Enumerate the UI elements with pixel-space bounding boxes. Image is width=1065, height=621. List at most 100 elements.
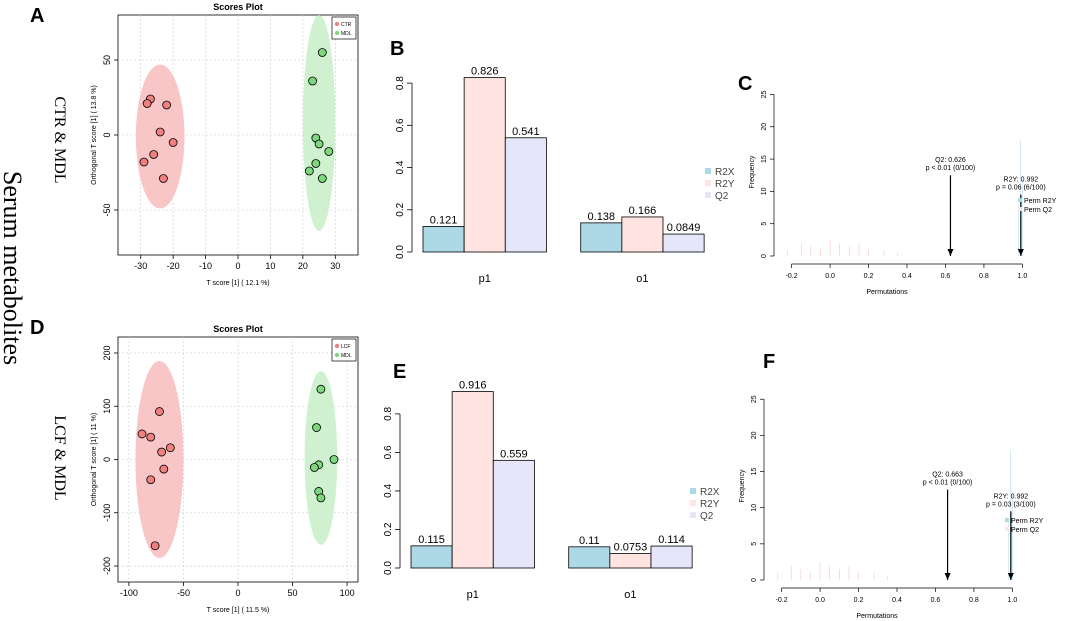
y-tick-label: 0.2	[383, 522, 394, 536]
legend-swatch	[1005, 527, 1009, 531]
x-tick-label: 1.0	[1008, 597, 1018, 604]
x-tick-label: 30	[330, 261, 340, 271]
category-label: p1	[479, 273, 491, 285]
panel-B: B 0.0 0.2 0.4 0.6 0.8 0.121 0.826 0.541 p1 0.138 0.…	[390, 38, 735, 285]
row-label: LCF & MDL	[51, 415, 68, 500]
legend-label: Q2	[700, 511, 714, 522]
legend-marker	[334, 352, 340, 358]
legend-label: MDL	[341, 353, 352, 359]
y-tick-label: 200	[102, 345, 112, 360]
point-ctr	[149, 150, 159, 159]
panel-C: C 0 5 10 15 20 25 -0.2 0.0 0.2 0.4 0.6 0.8 1.0 Permuta…	[738, 73, 1057, 296]
r2y-annotation: R2Y: 0.992	[994, 493, 1029, 500]
legend-label: Perm Q2	[1024, 207, 1052, 214]
point-ctr	[162, 100, 172, 110]
y-axis-label: Frequency	[749, 155, 756, 189]
point-ctr	[168, 138, 178, 147]
y-tick-label: -50	[102, 203, 112, 216]
y-axis-label: Orthogonal T score [1] ( 13.8 %)	[91, 85, 98, 185]
x-tick-label: 0.2	[854, 597, 864, 604]
point-mdl	[308, 76, 317, 86]
legend-label: Perm Q2	[1011, 527, 1039, 534]
x-tick-label: -0.2	[786, 273, 798, 280]
panel-letter-F: F	[763, 351, 775, 373]
point-mdl	[316, 493, 326, 503]
bar-q2-p1	[492, 459, 535, 569]
x-tick-label: 0	[235, 588, 240, 598]
y-tick-label: 0.0	[395, 245, 406, 259]
point-lcf	[159, 464, 169, 474]
bar-value-label: 0.166	[629, 205, 657, 217]
bar-r2x-o1	[580, 222, 623, 253]
x-tick-label: 20	[298, 261, 308, 271]
r2y-pvalue: p = 0.03 (3/100)	[986, 501, 1036, 508]
plot-title: Scores Plot	[213, 324, 263, 334]
y-tick-label: 0	[761, 254, 768, 258]
y-tick-label: 0.8	[383, 407, 394, 421]
bar-value-label: 0.0849	[667, 222, 701, 234]
y-tick-label: -200	[102, 557, 112, 575]
point-mdl	[311, 159, 321, 168]
legend-label: Q2	[715, 191, 729, 202]
y-tick-label: 100	[102, 399, 112, 414]
y-axis-label: Orthogonal T score [1] ( 11 %)	[91, 413, 98, 506]
y-tick-label: 0.6	[383, 445, 394, 459]
point-lcf	[155, 407, 164, 416]
r2y-arrow-head	[1017, 249, 1024, 256]
point-mdl	[304, 166, 314, 176]
x-tick-label: 1.0	[1018, 273, 1028, 280]
point-lcf	[165, 443, 175, 453]
legend-label: MDL	[341, 31, 352, 37]
r2y-annotation: R2Y: 0.992	[1004, 177, 1039, 184]
legend-swatch	[705, 168, 711, 174]
legend-marker	[334, 21, 340, 27]
legend-label: CTR	[341, 22, 352, 28]
legend-swatch	[690, 500, 696, 506]
y-tick-label: 0.6	[395, 118, 406, 132]
legend-label: R2Y	[715, 179, 735, 190]
bar-value-label: 0.114	[658, 534, 685, 546]
y-tick-label: 0	[751, 578, 758, 582]
y-tick-label: 0	[102, 457, 112, 462]
y-tick-label: 25	[751, 395, 758, 403]
panel-letter-D: D	[30, 317, 44, 339]
bar-q2-p1	[504, 137, 547, 253]
legend-marker	[334, 343, 340, 349]
bar-r2y-o1	[609, 553, 652, 569]
point-mdl	[314, 139, 324, 149]
y-tick-label: 15	[761, 155, 768, 163]
bar-value-label: 0.11	[579, 535, 600, 547]
panel-letter-A: A	[30, 5, 44, 27]
plot-title: Scores Plot	[213, 2, 263, 12]
x-tick-label: -20	[167, 261, 180, 271]
legend-label: Perm R2Y	[1024, 198, 1057, 205]
point-ctr	[142, 99, 152, 108]
panel-F: F 0 5 10 15 20 25 -0.2 0.0 0.2 0.4 0.6 0.8 1.0 Permuta…	[739, 351, 1044, 620]
bar-q2-o1	[650, 545, 693, 569]
q2-arrow-head	[947, 249, 954, 256]
q2-arrow-head	[944, 573, 951, 580]
x-axis-label: T score [1] ( 11.5 %)	[207, 607, 270, 614]
point-mdl	[317, 48, 327, 57]
bar-value-label: 0.541	[512, 126, 540, 138]
point-lcf	[150, 541, 160, 551]
point-mdl	[309, 463, 319, 472]
y-tick-label: 0.4	[383, 484, 394, 498]
bar-r2y-p1	[463, 77, 506, 253]
y-tick-label: 0	[102, 132, 112, 137]
bar-r2x-p1	[422, 226, 465, 253]
legend-swatch	[1005, 518, 1009, 522]
point-lcf	[146, 432, 156, 442]
bar-r2y-p1	[451, 391, 494, 569]
y-tick-label: 20	[761, 123, 768, 131]
y-tick-label: 15	[751, 468, 758, 476]
x-tick-label: 0.0	[815, 597, 825, 604]
q2-pvalue: p < 0.01 (0/100)	[926, 165, 976, 172]
y-tick-label: 10	[751, 504, 758, 512]
legend-label: R2X	[715, 167, 735, 178]
legend-swatch	[1018, 198, 1022, 202]
point-mdl	[329, 455, 339, 464]
y-tick-label: 0.8	[395, 76, 406, 90]
panel-letter-C: C	[738, 73, 752, 95]
